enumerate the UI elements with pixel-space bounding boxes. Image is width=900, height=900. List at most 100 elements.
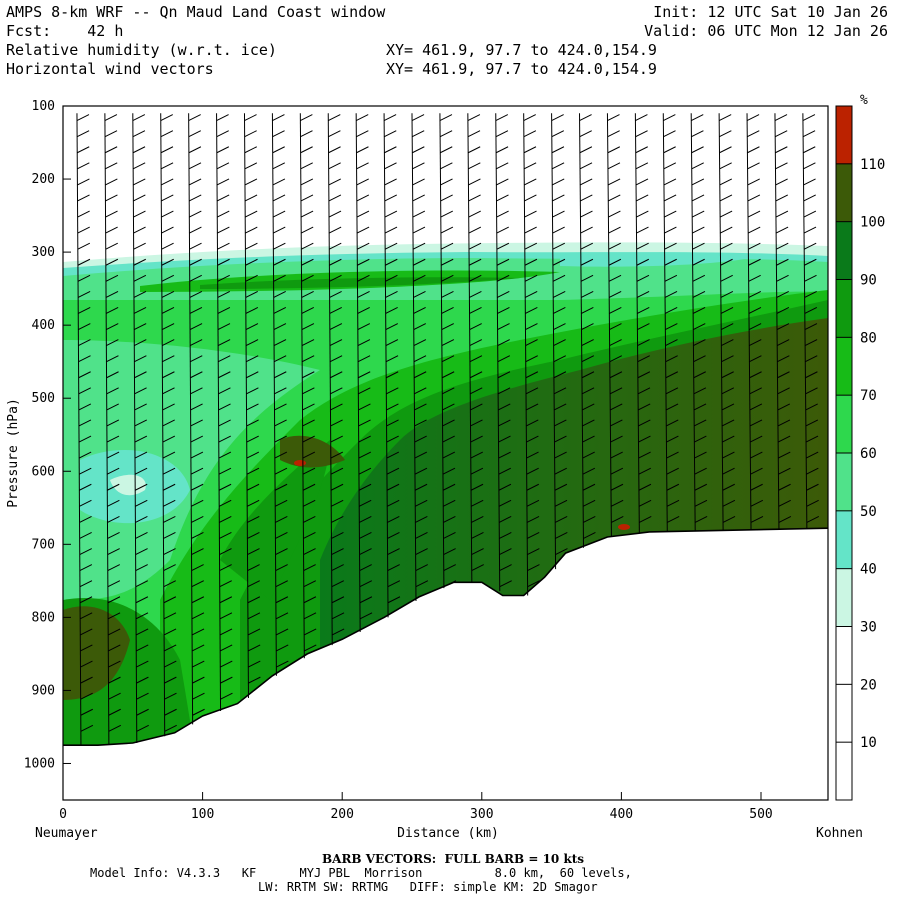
wind-barb-flag xyxy=(413,274,426,282)
wind-barb-flag xyxy=(273,355,287,363)
wind-barb-flag xyxy=(468,162,481,170)
wind-barb-flag xyxy=(638,499,652,507)
wind-barb-flag xyxy=(748,290,762,298)
colorbar-segment xyxy=(836,106,852,164)
wind-barb-flag xyxy=(300,178,314,186)
wind-barb-flag xyxy=(191,515,204,523)
wind-barb-flag xyxy=(498,451,511,459)
wind-barb-flag xyxy=(443,532,456,539)
wind-barb-column xyxy=(690,113,708,532)
wind-barb-flag xyxy=(246,467,260,475)
rh-supersat-spot-1 xyxy=(294,460,306,466)
wind-barb-flag xyxy=(302,435,315,443)
wind-barb-flag xyxy=(750,499,764,507)
wind-barb-flag xyxy=(248,676,261,684)
wind-barb-flag xyxy=(411,114,425,122)
wind-barb-flag xyxy=(133,242,146,250)
wind-barb-flag xyxy=(440,194,453,202)
wind-barb-flag xyxy=(524,194,537,202)
wind-barb-flag xyxy=(328,178,341,186)
wind-barb-flag xyxy=(524,274,538,282)
wind-barb-flag xyxy=(384,130,397,138)
wind-barb-column xyxy=(216,113,233,712)
wind-barb-flag xyxy=(105,178,118,186)
wind-barb-flag xyxy=(525,323,538,330)
wind-barb-flag xyxy=(664,242,677,250)
wind-barb-flag xyxy=(247,548,260,555)
wind-barb-flag xyxy=(78,387,91,395)
wind-barb-flag xyxy=(748,242,761,250)
wind-barb-flag xyxy=(329,323,343,330)
wind-barb-flag xyxy=(720,242,733,250)
wind-barb-flag xyxy=(161,210,174,218)
wind-barb-flag xyxy=(582,483,596,491)
wind-barb-flag xyxy=(582,403,595,411)
wind-barb-flag xyxy=(552,290,566,298)
wind-barb-flag xyxy=(722,467,735,475)
colorbar-label: 60 xyxy=(860,446,877,462)
wind-barb-flag xyxy=(778,483,791,491)
rh-pocket-dry-core xyxy=(110,474,146,496)
wind-barb-flag xyxy=(525,355,538,363)
wind-barb-flag xyxy=(384,178,397,186)
wind-barb-flag xyxy=(219,596,233,604)
wind-barb-flag xyxy=(693,339,706,347)
wind-barb-flag xyxy=(579,162,593,170)
wind-barb-flag xyxy=(722,515,736,523)
wind-barb-flag xyxy=(552,258,566,266)
wind-barb-flag xyxy=(386,467,400,475)
wind-barb-flag xyxy=(274,499,288,507)
wind-barb-flag xyxy=(192,676,205,684)
wind-barb-flag xyxy=(635,146,648,154)
wind-barb-flag xyxy=(331,580,345,588)
wind-barb-flag xyxy=(105,162,118,170)
wind-barb-flag xyxy=(721,403,735,411)
wind-barb-staff xyxy=(802,113,808,529)
wind-barb-column xyxy=(495,113,512,592)
wind-barb-column xyxy=(160,113,177,737)
wind-barb-flag xyxy=(162,419,175,427)
wind-barb-flag xyxy=(440,162,453,170)
wind-barb-flag xyxy=(136,660,149,668)
wind-barb-flag xyxy=(499,532,512,539)
wind-barb-flag xyxy=(748,274,761,282)
wind-barb-flag xyxy=(134,483,148,491)
wind-barb-flag xyxy=(666,435,679,443)
wind-barb-flag xyxy=(104,130,118,138)
wind-barb-flag xyxy=(189,242,202,250)
wind-barb-flag xyxy=(246,499,260,507)
wind-barb-flag xyxy=(553,371,567,379)
wind-barb-flag xyxy=(527,548,540,555)
wind-barb-flag xyxy=(135,564,148,572)
wind-barb-flag xyxy=(470,419,483,427)
wind-barb-flag xyxy=(412,226,426,234)
wind-barb-flag xyxy=(805,419,819,427)
wind-barb-flag xyxy=(469,274,482,282)
wind-barb-flag xyxy=(554,435,567,443)
colorbar-segment xyxy=(836,453,852,511)
wind-barb-flag xyxy=(107,596,121,604)
wind-barb-flag xyxy=(79,596,93,604)
wind-barb-flag xyxy=(80,724,94,732)
wind-barb-flag xyxy=(134,403,147,411)
wind-barb-flag xyxy=(188,178,202,186)
wind-barb-flag xyxy=(217,258,230,266)
wind-barb-staff xyxy=(606,113,612,538)
wind-barb-flag xyxy=(162,355,175,363)
wind-barb-flag xyxy=(133,307,147,314)
wind-barb-flag xyxy=(330,467,344,475)
wind-barb-flag xyxy=(76,130,90,138)
wind-barb-flag xyxy=(722,483,735,491)
wind-barb-flag xyxy=(526,499,540,507)
wind-barb-flag xyxy=(610,419,623,427)
wind-barb-flag xyxy=(721,371,734,379)
wind-barb-flag xyxy=(413,258,426,266)
wind-barb-flag xyxy=(79,515,92,523)
wind-barb-flag xyxy=(525,307,538,314)
wind-barb-flag xyxy=(273,339,287,347)
wind-barb-flag xyxy=(607,130,620,138)
wind-barb-flag xyxy=(443,515,456,523)
wind-barb-flag xyxy=(330,483,344,491)
wind-barb-flag xyxy=(608,242,621,250)
wind-barb-flag xyxy=(385,274,398,282)
